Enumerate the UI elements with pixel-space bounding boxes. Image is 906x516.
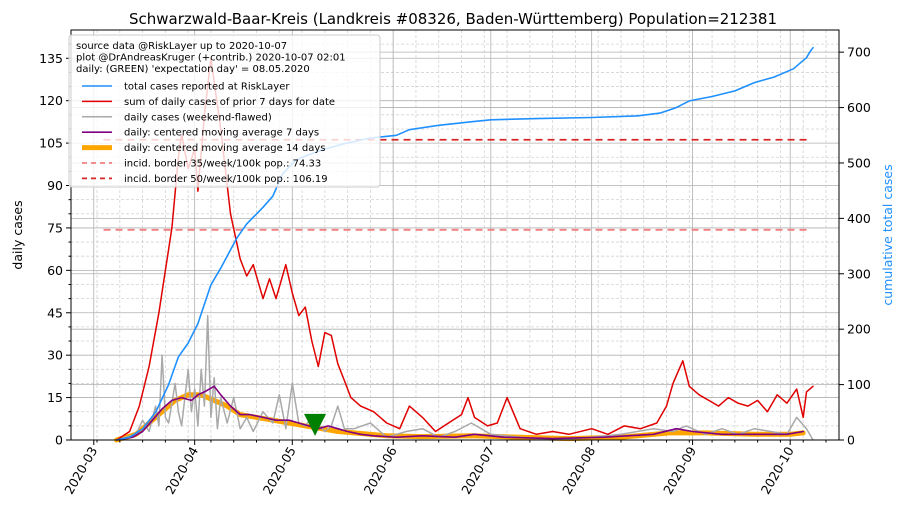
legend-label: total cases reported at RiskLayer [124, 82, 290, 93]
x-axis-ticks: 2020-03 2020-04 2020-05 2020-06 2020-07 2020-… [61, 440, 827, 497]
series-line [115, 314, 814, 441]
x-tick-label: 2020-04 [162, 444, 201, 497]
x-tick-label: 2020-03 [61, 444, 100, 497]
x-tick-label: 2020-09 [660, 444, 699, 497]
legend-items: total cases reported at RiskLayer sum of … [82, 82, 335, 185]
y-left-tick-label: 135 [39, 51, 63, 66]
legend-label: daily cases (weekend-flawed) [124, 112, 272, 123]
x-tick-label: 2020-10 [758, 444, 797, 497]
plot-frame [70, 29, 840, 441]
y-left-axis-ticks: 0 15 30 45 60 75 90 105 120 135 [39, 43, 71, 448]
legend-box [68, 34, 381, 188]
y-right-tick-label: 300 [847, 266, 871, 281]
legend-info-line: source data @RiskLayer up to 2020-10-07 [76, 41, 287, 52]
y-left-tick-label: 45 [47, 305, 63, 320]
legend-label: incid. border 50/week/100k pop.: 106.19 [124, 174, 328, 185]
y-left-tick-label: 120 [39, 93, 63, 108]
y-right-axis-title: cumulative total cases [880, 164, 895, 305]
y-left-tick-label: 15 [47, 390, 63, 405]
y-left-axis-title: daily cases [10, 200, 25, 269]
chart-title: Schwarzwald-Baar-Kreis (Landkreis #08326… [129, 10, 777, 28]
legend: source data @RiskLayer up to 2020-10-07p… [68, 34, 381, 188]
y-right-tick-label: 200 [847, 322, 871, 337]
y-right-tick-label: 700 [847, 45, 871, 60]
y-left-tick-label: 90 [47, 178, 63, 193]
x-tick-label: 2020-08 [559, 444, 598, 497]
legend-info-line: daily: (GREEN) 'expectation day' = 08.05… [76, 64, 310, 75]
y-left-tick-label: 75 [47, 220, 63, 235]
legend-label: incid. border 35/week/100k pop.: 74.33 [124, 159, 321, 170]
legend-info-text: source data @RiskLayer up to 2020-10-07p… [76, 41, 346, 75]
x-tick-label: 2020-07 [458, 444, 497, 497]
y-right-tick-label: 600 [847, 100, 871, 115]
y-right-tick-label: 400 [847, 211, 871, 226]
y-right-axis-ticks: 0 100 200 300 400 500 600 700 [839, 45, 871, 448]
legend-label: daily: centered moving average 7 days [124, 128, 319, 139]
y-right-tick-label: 0 [847, 433, 855, 448]
y-left-tick-label: 60 [47, 263, 63, 278]
y-left-tick-label: 0 [55, 433, 63, 448]
y-right-tick-label: 100 [847, 377, 871, 392]
x-tick-label: 2020-06 [361, 444, 400, 497]
expectation-day-marker [304, 413, 327, 436]
y-left-tick-label: 30 [47, 348, 63, 363]
y-left-tick-label: 105 [39, 136, 63, 151]
legend-label: daily: centered moving average 14 days [124, 143, 325, 154]
expectation-day-triangle [304, 413, 327, 436]
threshold-lines [103, 138, 810, 231]
y-right-tick-label: 500 [847, 155, 871, 170]
legend-label: sum of daily cases of prior 7 days for d… [124, 97, 335, 108]
legend-info-line: plot @DrAndreasKruger (+contrib.) 2020-1… [76, 53, 346, 64]
x-tick-label: 2020-05 [260, 444, 299, 497]
